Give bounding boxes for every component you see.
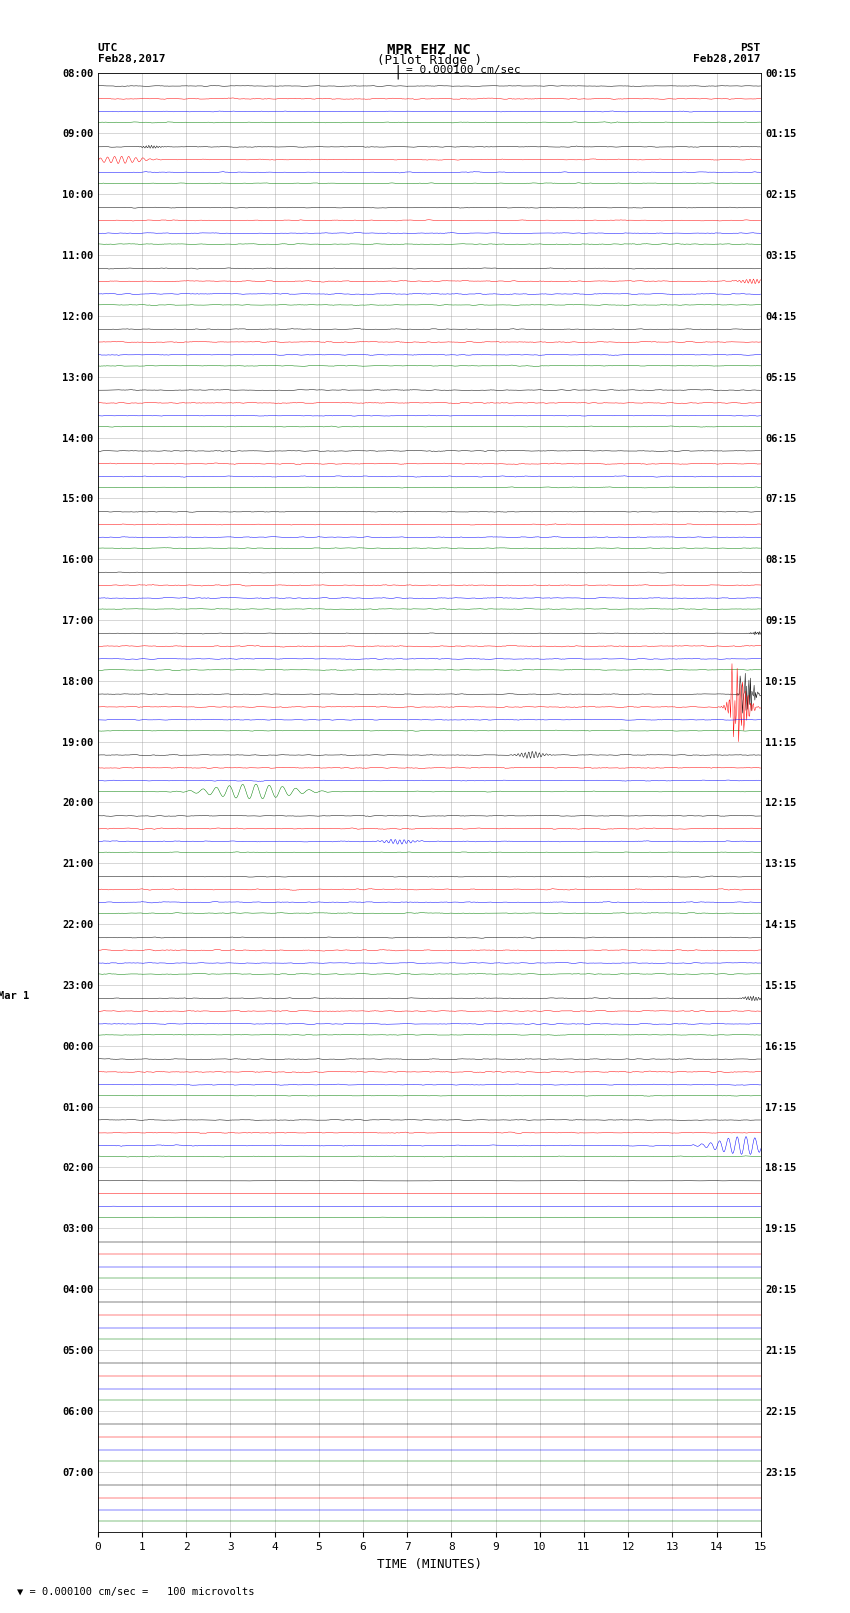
Text: |: | bbox=[394, 65, 402, 79]
Text: Feb28,2017: Feb28,2017 bbox=[694, 53, 761, 65]
Text: Mar 1: Mar 1 bbox=[0, 990, 29, 1002]
Text: (Pilot Ridge ): (Pilot Ridge ) bbox=[377, 53, 482, 68]
Text: PST: PST bbox=[740, 44, 761, 53]
Text: UTC: UTC bbox=[98, 44, 118, 53]
Text: Feb28,2017: Feb28,2017 bbox=[98, 53, 165, 65]
X-axis label: TIME (MINUTES): TIME (MINUTES) bbox=[377, 1558, 482, 1571]
Text: ▼ = 0.000100 cm/sec =   100 microvolts: ▼ = 0.000100 cm/sec = 100 microvolts bbox=[17, 1587, 254, 1597]
Text: = 0.000100 cm/sec: = 0.000100 cm/sec bbox=[406, 65, 521, 74]
Text: MPR EHZ NC: MPR EHZ NC bbox=[388, 44, 471, 56]
